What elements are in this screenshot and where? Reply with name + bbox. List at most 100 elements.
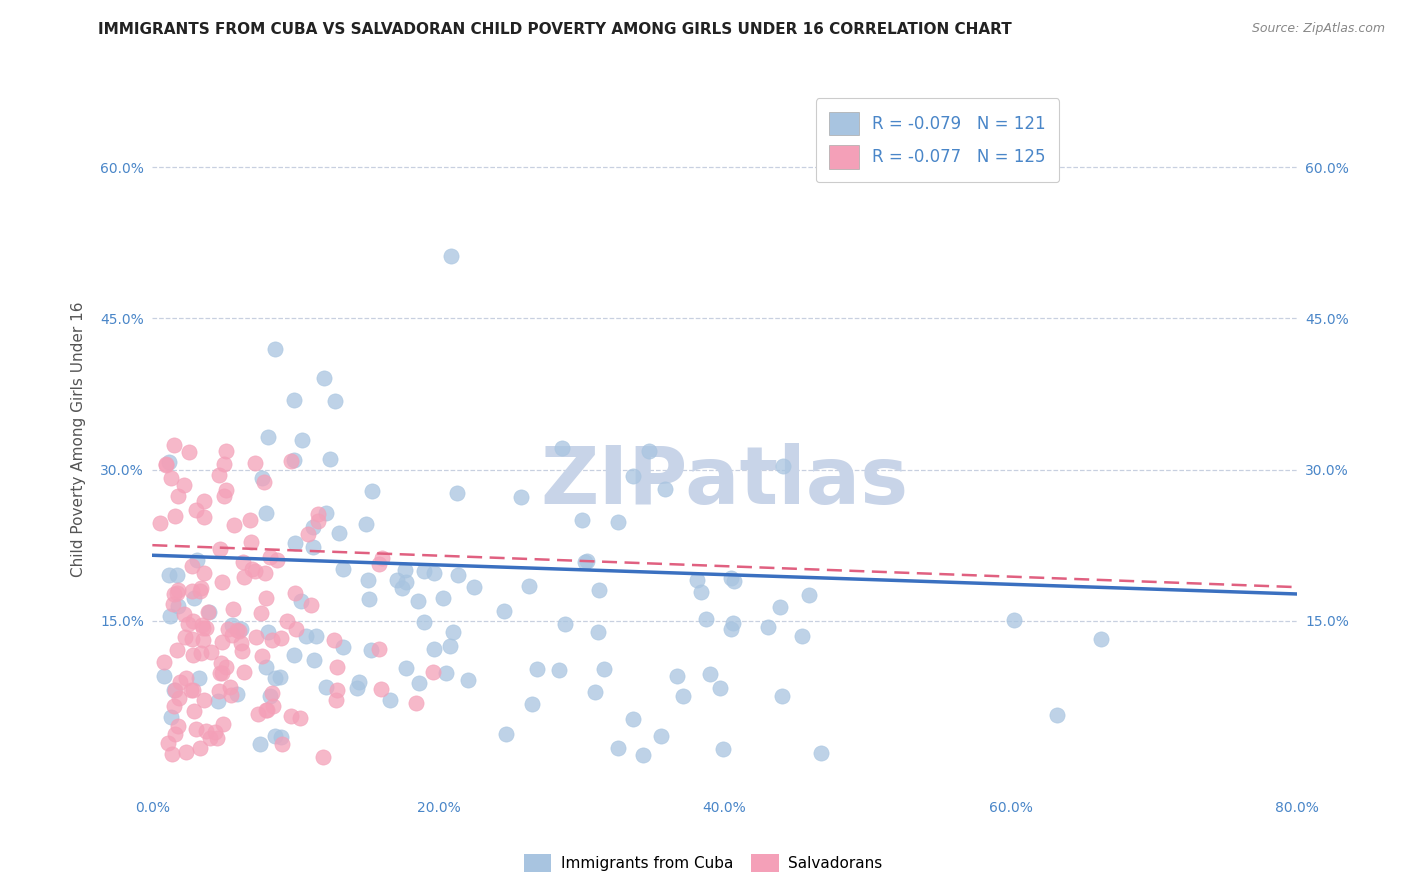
- Point: [260, 685, 283, 699]
- Point: [169, 675, 191, 690]
- Point: [290, 594, 312, 608]
- Point: [394, 563, 416, 577]
- Point: [262, 699, 284, 714]
- Point: [447, 567, 470, 582]
- Point: [283, 648, 305, 662]
- Point: [720, 571, 742, 585]
- Point: [592, 662, 614, 676]
- Point: [495, 727, 517, 741]
- Point: [191, 621, 214, 635]
- Point: [357, 573, 380, 587]
- Point: [240, 562, 263, 576]
- Point: [254, 703, 277, 717]
- Point: [586, 625, 609, 640]
- Point: [155, 458, 177, 473]
- Point: [167, 719, 190, 733]
- Point: [492, 604, 515, 618]
- Point: [319, 452, 342, 467]
- Point: [315, 680, 337, 694]
- Point: [197, 605, 219, 619]
- Point: [193, 566, 215, 581]
- Point: [215, 444, 238, 458]
- Point: [412, 564, 434, 578]
- Point: [262, 633, 284, 648]
- Point: [391, 581, 413, 595]
- Point: [180, 632, 202, 647]
- Point: [360, 643, 382, 657]
- Point: [526, 662, 548, 676]
- Point: [254, 591, 277, 606]
- Point: [249, 737, 271, 751]
- Point: [441, 625, 464, 640]
- Point: [166, 568, 188, 582]
- Point: [183, 614, 205, 628]
- Point: [412, 615, 434, 629]
- Point: [254, 506, 277, 520]
- Point: [226, 687, 249, 701]
- Point: [711, 742, 734, 756]
- Point: [264, 729, 287, 743]
- Point: [205, 731, 228, 745]
- Point: [1090, 632, 1112, 647]
- Point: [257, 429, 280, 443]
- Y-axis label: Child Poverty Among Girls Under 16: Child Poverty Among Girls Under 16: [72, 301, 86, 577]
- Point: [166, 599, 188, 613]
- Point: [198, 605, 221, 619]
- Point: [405, 697, 427, 711]
- Point: [346, 681, 368, 696]
- Point: [283, 452, 305, 467]
- Point: [232, 570, 254, 584]
- Point: [269, 669, 291, 683]
- Point: [173, 630, 195, 644]
- Point: [270, 737, 292, 751]
- Point: [672, 689, 695, 703]
- Point: [156, 736, 179, 750]
- Point: [270, 632, 292, 646]
- Point: [548, 663, 571, 677]
- Legend: R = -0.079   N = 121, R = -0.077   N = 125: R = -0.079 N = 121, R = -0.077 N = 125: [815, 98, 1060, 182]
- Point: [160, 710, 183, 724]
- Point: [157, 455, 180, 469]
- Point: [153, 655, 176, 669]
- Point: [370, 551, 392, 566]
- Point: [250, 470, 273, 484]
- Point: [295, 629, 318, 643]
- Point: [283, 393, 305, 408]
- Point: [155, 457, 177, 471]
- Point: [254, 660, 277, 674]
- Point: [288, 711, 311, 725]
- Point: [179, 445, 201, 459]
- Point: [163, 683, 186, 698]
- Point: [259, 689, 281, 703]
- Point: [406, 594, 429, 608]
- Point: [434, 665, 457, 680]
- Point: [228, 624, 250, 638]
- Point: [370, 681, 392, 696]
- Point: [256, 703, 278, 717]
- Point: [190, 581, 212, 595]
- Point: [162, 747, 184, 761]
- Point: [194, 723, 217, 738]
- Point: [307, 507, 329, 521]
- Point: [166, 586, 188, 600]
- Point: [204, 725, 226, 739]
- Point: [173, 607, 195, 621]
- Point: [231, 644, 253, 658]
- Point: [165, 727, 187, 741]
- Point: [184, 723, 207, 737]
- Point: [650, 729, 672, 743]
- Point: [457, 673, 479, 687]
- Point: [166, 489, 188, 503]
- Point: [290, 434, 312, 448]
- Point: [810, 746, 832, 760]
- Point: [193, 494, 215, 508]
- Point: [214, 660, 236, 674]
- Point: [184, 503, 207, 517]
- Point: [709, 681, 731, 695]
- Point: [665, 669, 688, 683]
- Point: [517, 579, 540, 593]
- Point: [159, 608, 181, 623]
- Point: [621, 712, 644, 726]
- Point: [212, 489, 235, 503]
- Point: [689, 585, 711, 599]
